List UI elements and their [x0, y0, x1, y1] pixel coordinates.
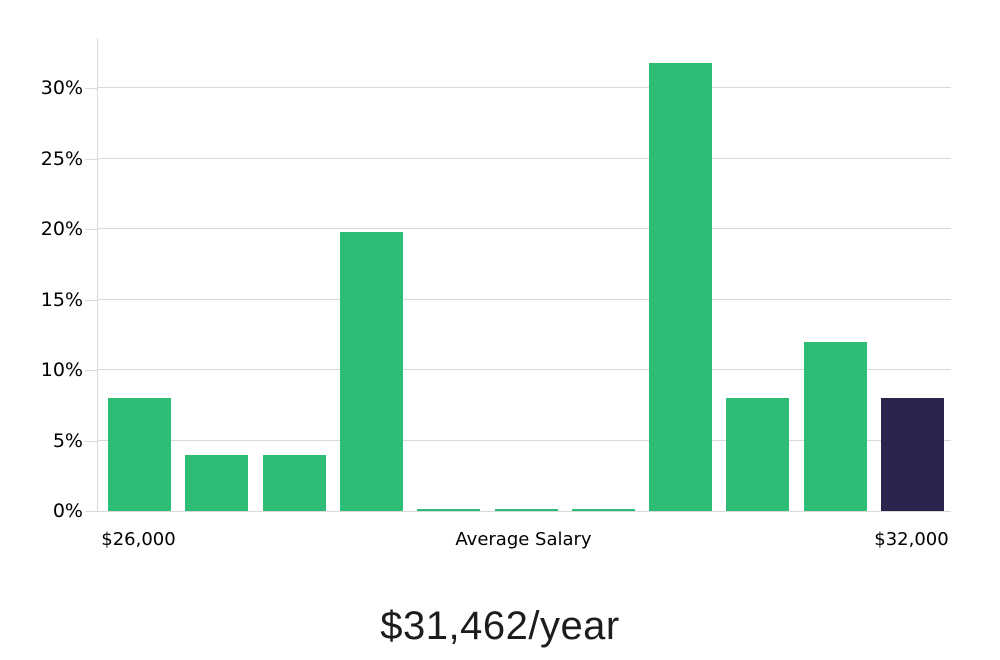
y-axis-tick-label: 10% [40, 359, 83, 381]
salary-bar [726, 398, 790, 511]
y-axis-tick-mark [85, 370, 97, 371]
y-axis-tick-mark [85, 158, 97, 160]
y-axis-tick-mark [85, 229, 97, 230]
x-axis-label-max-salary: $32,000 [874, 529, 949, 550]
y-axis-tick-mark [85, 440, 97, 442]
y-axis-tick-label: 20% [40, 218, 83, 240]
x-axis-label-min-salary: $26,000 [101, 529, 176, 550]
salary-bar [262, 454, 326, 511]
gridline [98, 369, 951, 370]
gridline [98, 298, 951, 300]
y-axis-tick-label: 15% [40, 288, 83, 311]
plot-area [97, 38, 951, 512]
gridline [98, 157, 951, 159]
gridline [98, 439, 951, 441]
salary-bar [571, 508, 635, 511]
salary-bar [185, 454, 249, 511]
gridline [98, 228, 951, 229]
salary-bar [108, 398, 171, 511]
y-axis-tick-mark [85, 511, 97, 512]
y-axis-tick-mark [85, 299, 97, 301]
salary-bar [339, 231, 403, 511]
y-axis-tick-label: 25% [40, 147, 83, 170]
highlighted-salary-bar [881, 398, 944, 511]
salary-bar [803, 341, 867, 511]
average-salary-value-title: $31,462/year [380, 604, 620, 648]
y-axis-tick-label: 5% [52, 429, 83, 452]
y-axis-tick-label: 0% [52, 500, 83, 522]
salary-bar [494, 508, 558, 511]
gridline [98, 87, 951, 88]
salary-bar [649, 62, 713, 511]
salary-bar [417, 508, 481, 511]
y-axis-tick-mark [85, 88, 97, 89]
y-axis-tick-label: 30% [40, 77, 83, 99]
x-axis-label-average-salary: Average Salary [455, 529, 592, 550]
